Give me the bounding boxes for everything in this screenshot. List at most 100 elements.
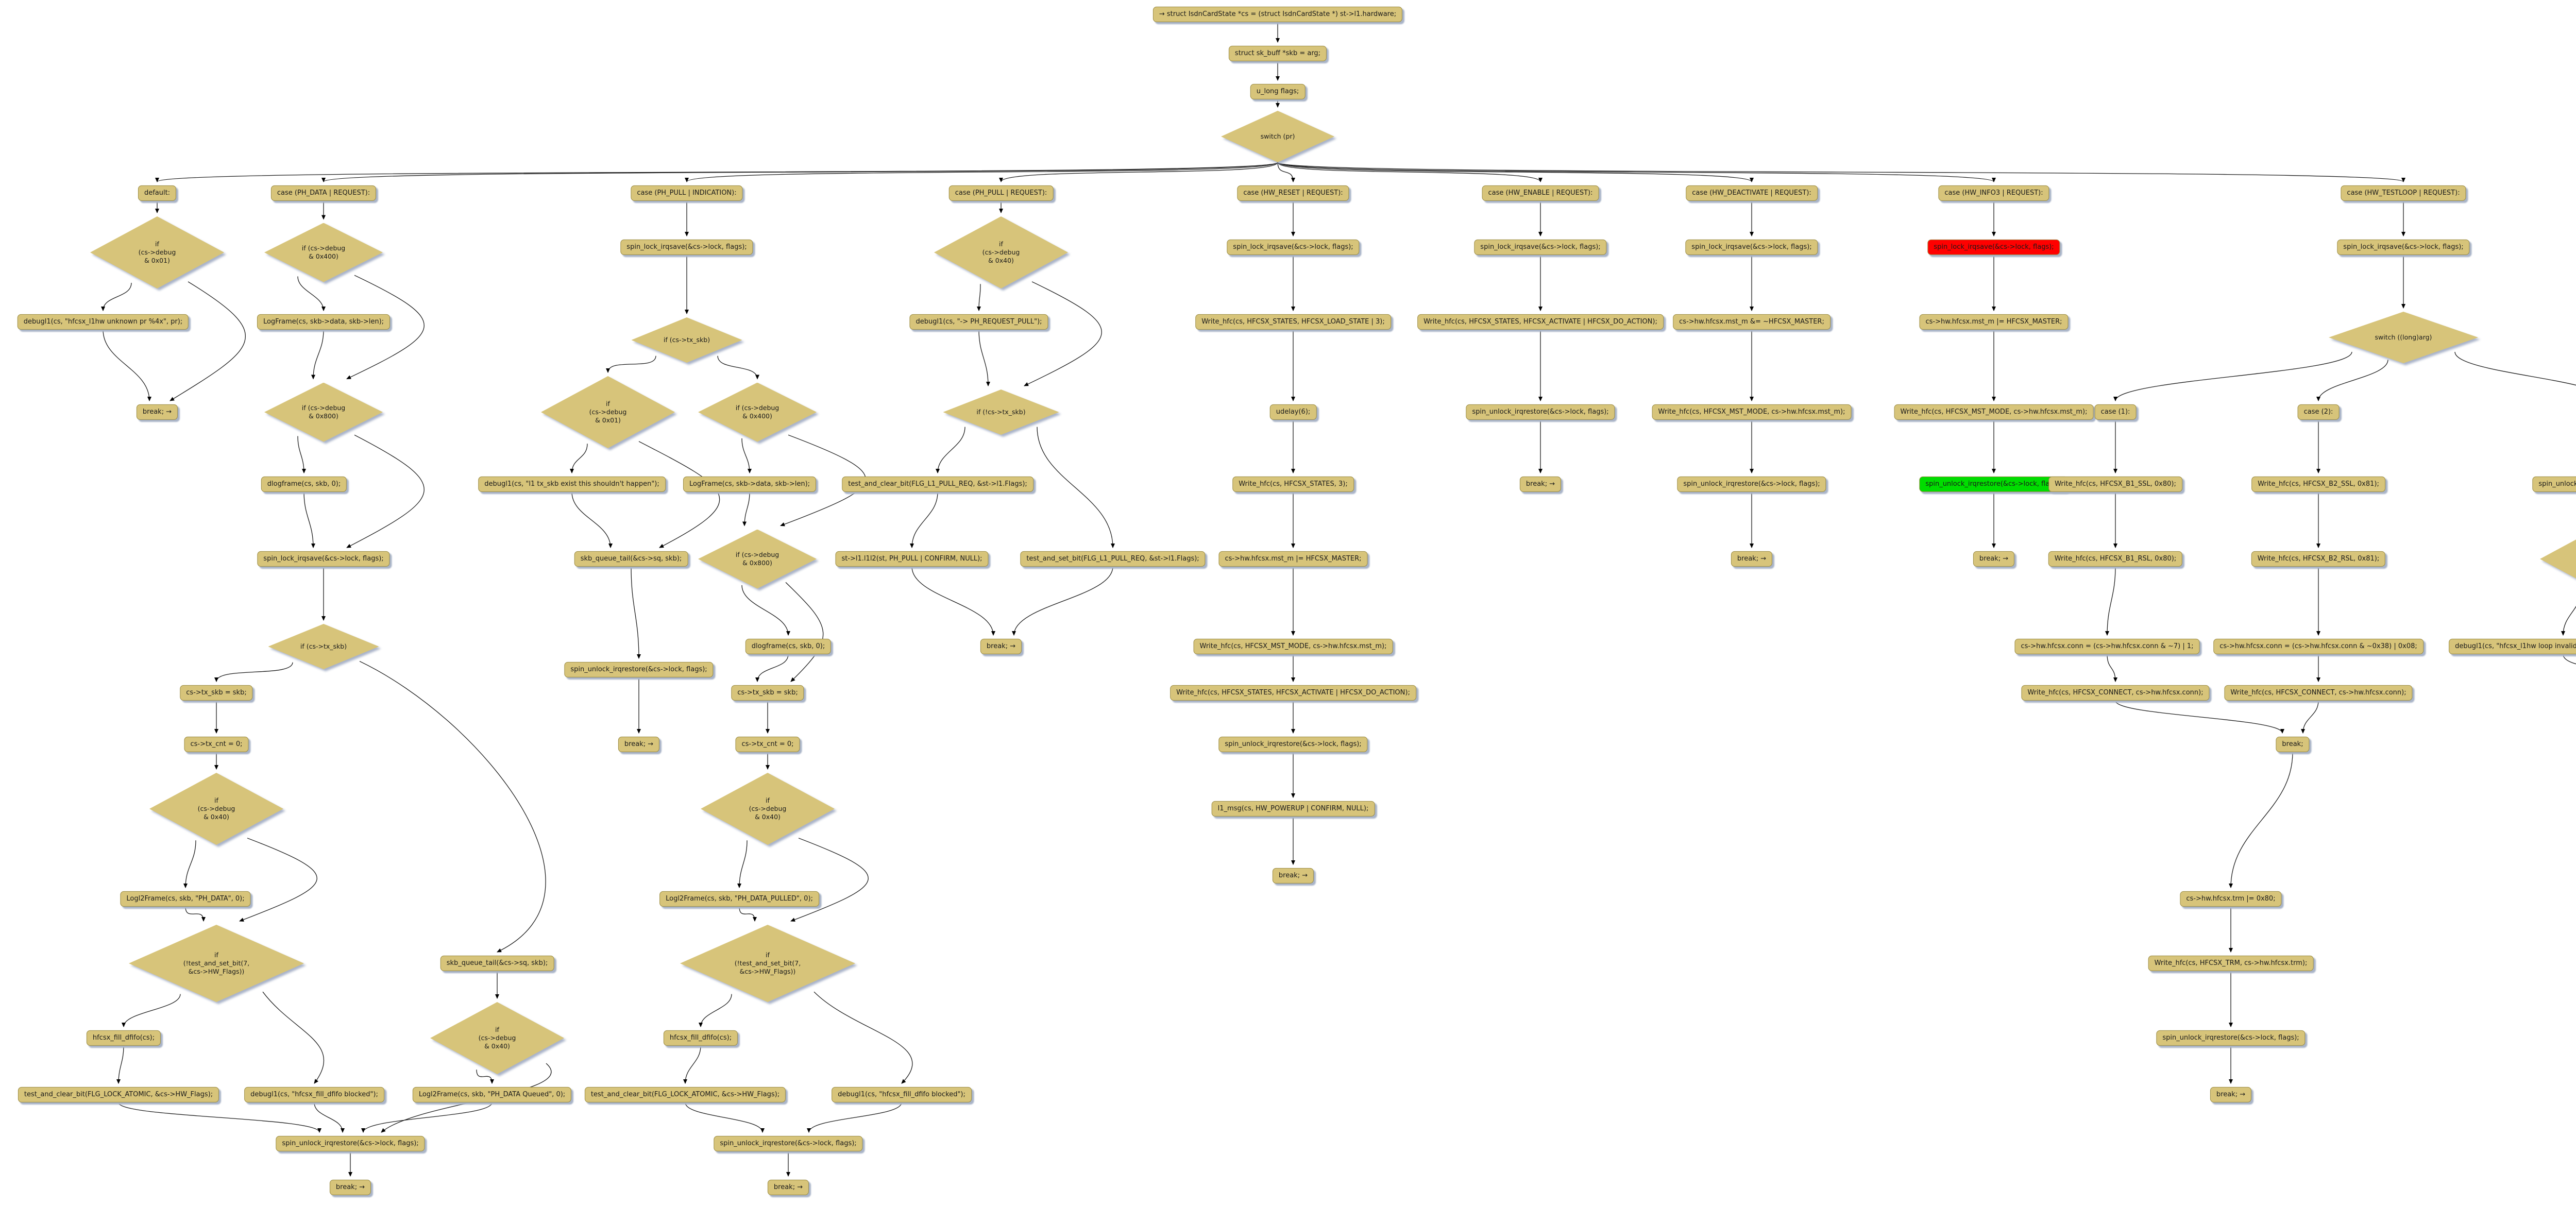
node-hwinfo3-mst-or: cs->hw.hfcsx.mst_m |= HFCSX_MASTER; [1919, 314, 2069, 330]
node-hwreset-write-mst: Write_hfc(cs, HFCSX_MST_MODE, cs->hw.hfc… [1193, 638, 1393, 655]
edge-phpullr-l1l2-confirm--phpullr-break [911, 566, 995, 636]
edge-phpulli-dbg-blocked--phpulli-spinunlock [807, 1102, 902, 1133]
node-label-phpulli-if-01: if (cs->debug & 0x01) [541, 376, 675, 448]
edge-phdata-if-800--phdata-spinlock [346, 434, 425, 548]
node-phpulli-dlogframe: dlogframe(cs, skb, 0); [745, 638, 832, 655]
edge-phpullr-testset--phpullr-break [1012, 566, 1113, 636]
edge-phpullr-testclear--phpullr-l1l2-confirm [910, 491, 938, 548]
node-label-phpulli-if-testset: if (!test_and_set_bit(7, &cs->HW_Flags)) [680, 925, 855, 1002]
node-phdata-logl2: Logl2Frame(cs, skb, "PH_DATA", 0); [120, 891, 251, 907]
edge-switch-pr--hwinfo3-case [1277, 162, 1996, 182]
node-phpullr-dbg-reqpull: debugl1(cs, "-> PH_REQUEST_PULL"); [909, 314, 1048, 330]
edge-phdata-if-txskb--phdata-txskb-set [214, 662, 293, 682]
node-hwtest-b2rsl: Write_hfc(cs, HFCSX_B2_RSL, 0x81); [2251, 551, 2386, 567]
node-hwreset-break: break; → [1272, 868, 1314, 884]
edge-phdata-logframe--phdata-if-800 [311, 329, 324, 380]
edge-phpullr-if-not-txskb--phpullr-testset [1037, 427, 1115, 548]
edge-switch-pr--default-label [155, 162, 1278, 182]
node-label-hwtest-switch-arg: switch ((long)arg) [2329, 312, 2478, 363]
edge-hwtest-switch-arg--hwtest-case1 [2113, 351, 2352, 401]
node-hwtest-b1rsl: Write_hfc(cs, HFCSX_B1_RSL, 0x80); [2048, 551, 2183, 567]
node-phdata-if-40: if (cs->debug & 0x40) [149, 773, 283, 845]
edge-phdata-filldfifo--phdata-testclear [116, 1045, 124, 1084]
edge-phdata-dlogframe--phdata-spinlock [303, 491, 315, 548]
edge-hwtest-break-m--hwtest-trm [2229, 752, 2293, 888]
edge-phpullr-if-40--phpullr-if-not-txskb [1024, 281, 1102, 386]
edge-phdata-if-800--phdata-dlogframe [297, 436, 306, 473]
edge-phpulli-if-01--phpulli-queue-tail [638, 441, 720, 548]
edge-phpulli-dbg-exist--phpulli-queue-tail [571, 491, 613, 548]
node-phdata-filldfifo: hfcsx_fill_dfifo(cs); [86, 1030, 161, 1046]
node-phdata-if-testset: if (!test_and_set_bit(7, &cs->HW_Flags)) [129, 925, 304, 1002]
node-phdata-queue-tail: skb_queue_tail(&cs->sq, skb); [440, 955, 554, 972]
node-phpulli-break: break; → [767, 1179, 809, 1196]
edge-phpulli-if-40--phpulli-logl2-pulled [737, 840, 748, 888]
node-phpulli-txskb-set: cs->tx_skb = skb; [731, 685, 804, 701]
node-hwreset-mst-or: cs->hw.hfcsx.mst_m |= HFCSX_MASTER; [1218, 551, 1368, 567]
node-phpulli-testclear: test_and_clear_bit(FLG_LOCK_ATOMIC, &cs-… [584, 1087, 786, 1103]
node-hwreset-write-st3: Write_hfc(cs, HFCSX_STATES, 3); [1232, 476, 1354, 493]
edge-phpulli-if-testset--phpulli-dbg-blocked [814, 991, 913, 1084]
edge-default-if-debug--default-debugl1 [101, 282, 132, 311]
node-phdata-spinunlock: spin_unlock_irqrestore(&cs->lock, flags)… [276, 1135, 425, 1152]
node-phpulli-logl2-pulled: Logl2Frame(cs, skb, "PH_DATA_PULLED", 0)… [659, 891, 819, 907]
edge-phpulli-if-400--phpulli-logframe [741, 438, 752, 473]
node-label-phdata-if-testset: if (!test_and_set_bit(7, &cs->HW_Flags)) [129, 925, 304, 1002]
node-hwtest-conn2: cs->hw.hfcsx.conn = (cs->hw.hfcsx.conn &… [2213, 638, 2424, 655]
node-phpulli-filldfifo: hfcsx_fill_dfifo(cs); [663, 1030, 738, 1046]
node-hwtest-b1ssl: Write_hfc(cs, HFCSX_B1_SSL, 0x80); [2048, 476, 2182, 493]
edge-phpullr-if-40--phpullr-dbg-reqpull [977, 284, 981, 311]
node-top-uflags: u_long flags; [1250, 83, 1306, 100]
node-phpullr-l1l2-confirm: st->l1.l1l2(st, PH_PULL | CONFIRM, NULL)… [835, 551, 989, 567]
node-phdata-if-800: if (cs->debug & 0x800) [264, 382, 383, 442]
edge-phdata-if-testset--phdata-dbg-blocked [262, 991, 325, 1084]
node-phpulli-spinunlock: spin_unlock_irqrestore(&cs->lock, flags)… [714, 1135, 863, 1152]
edge-hwtest-switch-arg--hwtest-case2 [2316, 360, 2388, 401]
node-label-default-if-debug: if (cs->debug & 0x01) [90, 216, 224, 288]
node-hwtest-dbg-invalid: debugl1(cs, "hfcsx_l1hw loop invalid %4l… [2449, 638, 2576, 655]
node-default-break: break; → [136, 404, 178, 420]
node-hwtest-spinunlock-d: spin_unlock_irqrestore(&cs->lock, flags)… [2532, 476, 2576, 493]
edge-phdata-if-testset--phdata-filldfifo [122, 994, 181, 1027]
node-phpulli-dbg-exist: debugl1(cs, "l1 tx_skb exist this should… [478, 476, 666, 493]
edge-switch-pr--phpullr-case [999, 162, 1278, 182]
node-label-phdata-if-400: if (cs->debug & 0x400) [264, 223, 383, 282]
node-phdata-txskb-set: cs->tx_skb = skb; [180, 685, 253, 701]
node-hwtest-trm: cs->hw.hfcsx.trm |= 0x80; [2180, 891, 2282, 907]
node-phdata-if-txskb: if (cs->tx_skb) [268, 624, 379, 669]
node-hwdeact-spinlock: spin_lock_irqsave(&cs->lock, flags); [1685, 239, 1818, 256]
node-default-if-debug: if (cs->debug & 0x01) [90, 216, 224, 288]
node-hwtest-break: break; → [2210, 1087, 2252, 1103]
edge-switch-pr--hwdeact-case [1277, 162, 1754, 182]
node-phpulli-if-txskb: if (cs->tx_skb) [631, 317, 742, 363]
node-default-label: default: [138, 185, 177, 201]
node-hwreset-write-act: Write_hfc(cs, HFCSX_STATES, HFCSX_ACTIVA… [1170, 685, 1416, 701]
node-hwdeact-write-mst: Write_hfc(cs, HFCSX_MST_MODE, cs->hw.hfc… [1652, 404, 1852, 420]
node-hwtest-connect2: Write_hfc(cs, HFCSX_CONNECT, cs->hw.hfcs… [2224, 685, 2413, 701]
edge-default-if-debug--default-break [170, 281, 246, 401]
node-hwreset-udelay: udelay(6); [1269, 404, 1317, 420]
node-label-phpullr-if-not-txskb: if (!cs->tx_skb) [943, 389, 1059, 435]
node-hwtest-spinlock: spin_lock_irqsave(&cs->lock, flags); [2337, 239, 2470, 256]
node-label-phdata-if-800: if (cs->debug & 0x800) [264, 382, 383, 442]
node-phdata-dbg-blocked: debugl1(cs, "hfcsx_fill_dfifo blocked"); [244, 1087, 384, 1103]
node-hwtest-case1: case (1): [2094, 404, 2137, 420]
node-phpulli-if-40: if (cs->debug & 0x40) [701, 773, 835, 845]
node-hwenable-break: break; → [1519, 476, 1562, 493]
node-phpulli-if-testset: if (!test_and_set_bit(7, &cs->HW_Flags)) [680, 925, 855, 1002]
edge-hwtest-b1rsl--hwtest-conn1 [2105, 566, 2116, 636]
node-hwdeact-break: break; → [1731, 551, 1773, 567]
node-phpullr-testset: test_and_set_bit(FLG_L1_PULL_REQ, &st->l… [1020, 551, 1206, 567]
edge-phdata-logl2--phdata-if-testset [185, 906, 206, 922]
edge-switch-pr--hwenable-case [1277, 162, 1543, 182]
node-hwdeact-case: case (HW_DEACTIVATE | REQUEST): [1686, 185, 1818, 201]
node-label-phpullr-if-40: if (cs->debug & 0x40) [934, 216, 1068, 288]
node-phpullr-testclear: test_and_clear_bit(FLG_L1_PULL_REQ, &st-… [842, 476, 1033, 493]
edge-phpullr-if-not-txskb--phpullr-testclear [936, 427, 965, 473]
edge-hwtest-switch-arg--hwtest-default [2454, 351, 2576, 386]
node-label-hwtest-if-01: if (cs->debug & 0x01) [2540, 523, 2576, 595]
node-phdata-case: case (PH_DATA | REQUEST): [270, 185, 377, 201]
node-default-debugl1: debugl1(cs, "hfcsx_l1hw unknown pr %4x",… [17, 314, 189, 330]
